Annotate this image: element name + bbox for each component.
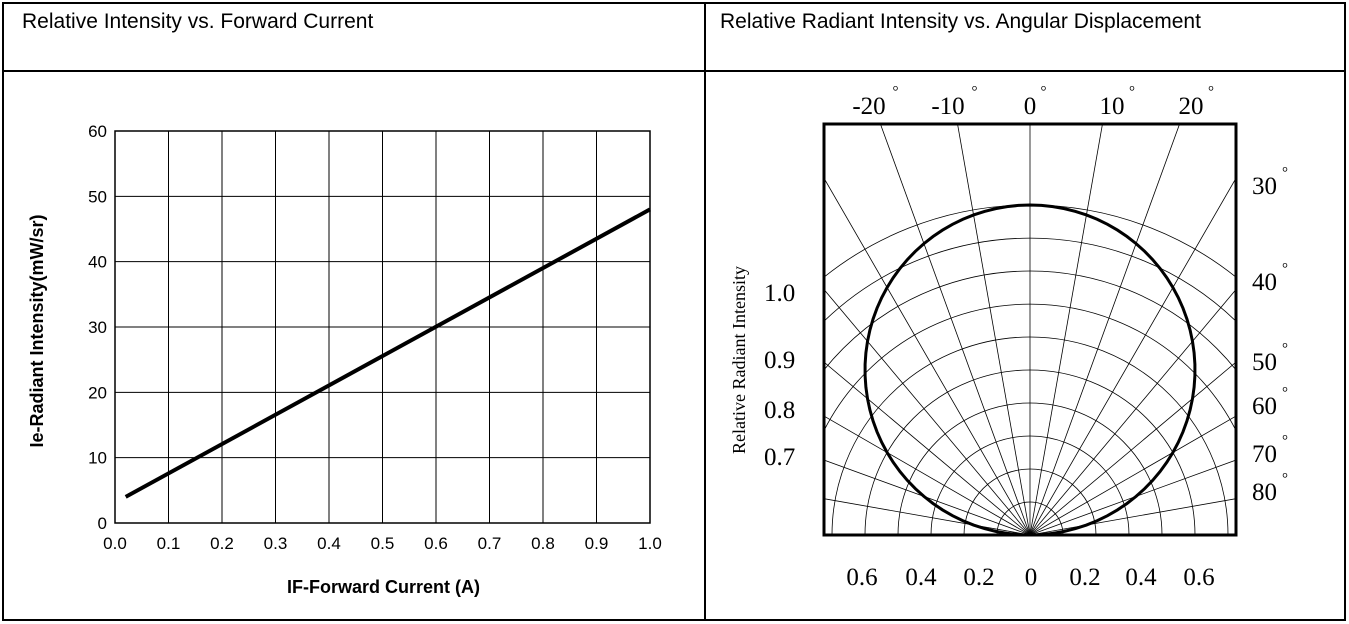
bottom-axis-label: 0.6 (846, 564, 877, 591)
degree-mark: ° (1282, 471, 1288, 487)
angle-spoke (1029, 124, 1103, 535)
angle-spoke (824, 177, 1031, 535)
right-angle-label: 40 (1252, 269, 1277, 296)
degree-mark: ° (1282, 261, 1288, 277)
degree-mark: ° (1282, 165, 1288, 181)
left-header-title: Relative Intensity vs. Forward Current (22, 10, 374, 33)
x-tick-label: 0.3 (264, 534, 288, 553)
degree-mark: ° (1041, 84, 1047, 100)
right-angle-label: 80 (1252, 479, 1277, 506)
angle-spoke (824, 361, 1031, 535)
y-tick-label: 50 (88, 187, 107, 206)
x-tick-label: 0.5 (371, 534, 395, 553)
bottom-axis-label: 0.6 (1183, 564, 1214, 591)
bottom-axis-label: 0.2 (963, 564, 994, 591)
x-axis-label: IF-Forward Current (A) (287, 577, 480, 597)
top-angle-label: 0 (1024, 93, 1037, 120)
top-angle-label: 10 (1100, 93, 1125, 120)
x-tick-label: 0.4 (317, 534, 341, 553)
y-tick-label: 40 (88, 253, 107, 272)
intensity-line (124, 207, 651, 499)
right-angle-label: 60 (1252, 393, 1277, 420)
right-angle-label: 30 (1252, 173, 1277, 200)
angle-spoke (824, 459, 1031, 535)
plot-area-border (114, 130, 651, 524)
degree-mark: ° (1208, 84, 1214, 100)
angle-spoke (1029, 498, 1236, 535)
x-tick-label: 0.9 (585, 534, 609, 553)
x-tick-label: 0.7 (478, 534, 502, 553)
polar-intensity-chart: -20°-10°0°10°20°30 °40 °50 °60 °70 °80 °1.00.9… (729, 84, 1288, 591)
bottom-axis-label: 0 (1025, 564, 1038, 591)
radius-label: 0.8 (764, 397, 795, 424)
x-tick-label: 0.6 (424, 534, 448, 553)
x-tick-label: 1.0 (638, 534, 662, 553)
x-tick-label: 0.0 (103, 534, 127, 553)
radius-label: 0.9 (764, 347, 795, 374)
degree-mark: ° (893, 84, 899, 100)
degree-mark: ° (1282, 341, 1288, 357)
right-angle-label: 50 (1252, 349, 1277, 376)
y-tick-label: 20 (88, 383, 107, 402)
angle-spoke (879, 124, 1031, 535)
bottom-axis-label: 0.4 (905, 564, 937, 591)
polar-y-axis-label: Relative Radiant Intensity (729, 266, 749, 454)
angle-spoke (824, 498, 1031, 535)
y-tick-label: 60 (88, 122, 107, 141)
top-angle-label: -10 (931, 93, 964, 120)
angle-spoke (1029, 177, 1236, 535)
angle-spoke (957, 124, 1031, 535)
angle-spoke (1029, 124, 1181, 535)
angle-spoke (824, 288, 1031, 535)
right-header-title: Relative Radiant Intensity vs. Angular D… (720, 10, 1201, 33)
header-divider (2, 70, 1346, 72)
column-divider (704, 2, 706, 621)
x-tick-label: 0.2 (210, 534, 234, 553)
radius-label: 1.0 (764, 280, 795, 307)
degree-mark: ° (1129, 84, 1135, 100)
bottom-axis-label: 0.4 (1125, 564, 1157, 591)
top-angle-label: -20 (852, 93, 885, 120)
degree-mark: ° (1282, 433, 1288, 449)
angle-spoke (1029, 288, 1236, 535)
y-tick-label: 10 (88, 449, 107, 468)
polar-plot-border (822, 122, 1238, 537)
degree-mark: ° (1282, 385, 1288, 401)
intensity-vs-current-chart: 0.0 0.1 0.2 0.3 0.4 0.5 0.6 0.7 0.8 0.9 1.0 0 10 20 30… (27, 122, 662, 597)
y-tick-label: 30 (88, 318, 107, 337)
right-angle-label: 70 (1252, 441, 1277, 468)
angle-spoke (1029, 361, 1236, 535)
degree-mark: ° (972, 84, 978, 100)
top-angle-label: 20 (1179, 93, 1204, 120)
y-tick-label: 0 (98, 514, 107, 533)
radiation-pattern-curve (863, 203, 1197, 537)
radius-label: 0.7 (764, 444, 795, 471)
angle-spoke (1029, 415, 1236, 535)
polar-grid (824, 124, 1236, 535)
bottom-axis-label: 0.2 (1069, 564, 1100, 591)
x-tick-label: 0.1 (157, 534, 181, 553)
x-tick-label: 0.8 (531, 534, 555, 553)
angle-spoke (824, 415, 1031, 535)
y-axis-label: Ie-Radiant Intensity(mW/sr) (27, 214, 47, 447)
